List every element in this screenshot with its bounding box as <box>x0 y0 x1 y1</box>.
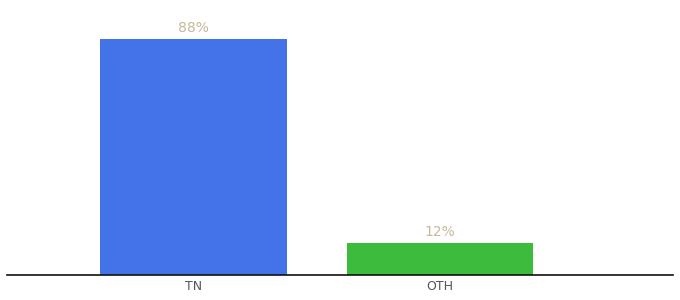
Text: 88%: 88% <box>178 21 209 35</box>
Bar <box>100 39 287 275</box>
Bar <box>347 243 533 275</box>
Text: 12%: 12% <box>424 225 456 239</box>
